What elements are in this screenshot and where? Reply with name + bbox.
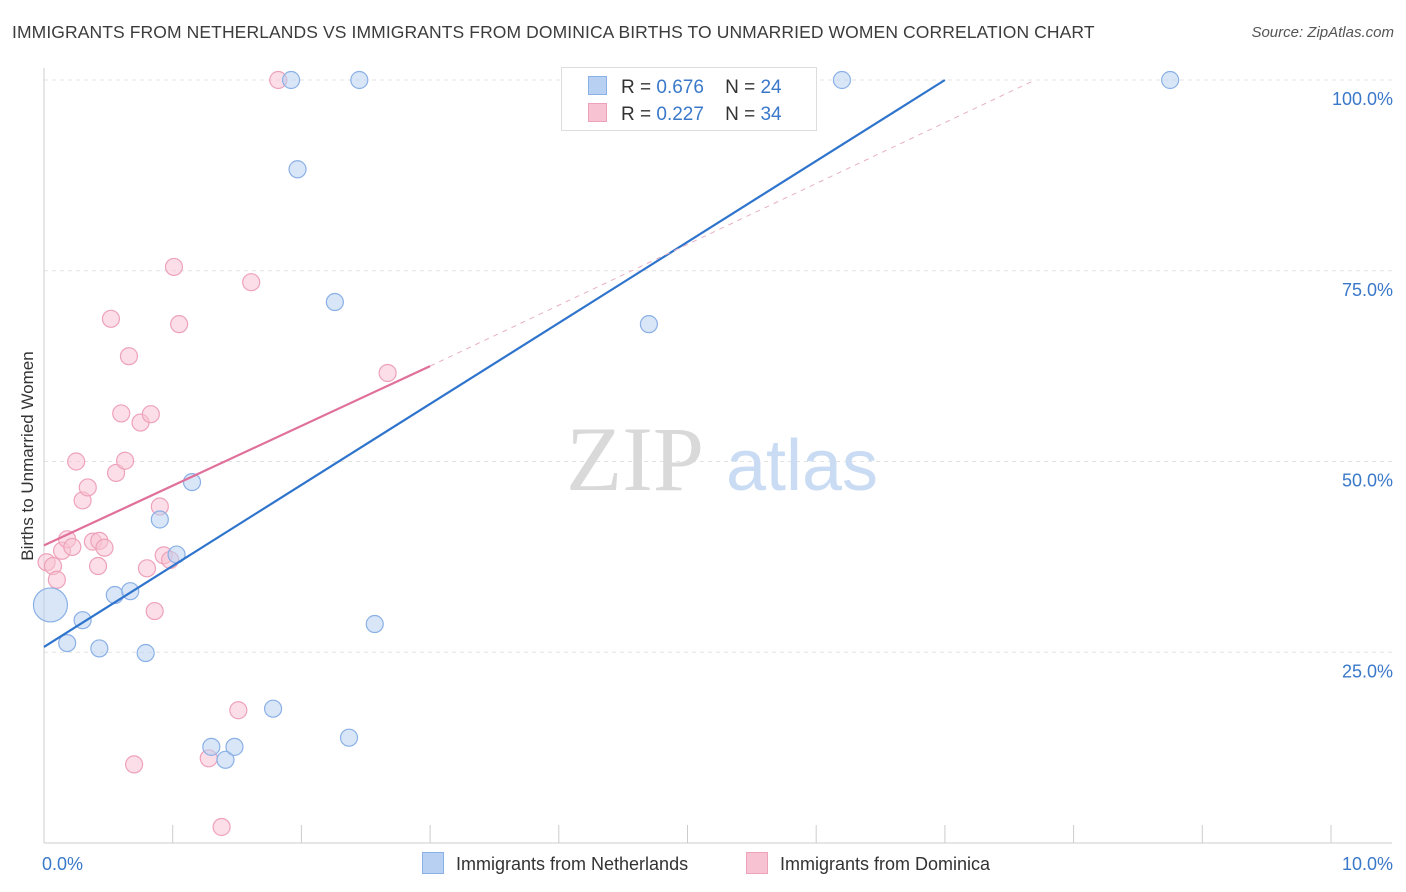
legend-n-label: N = [725, 77, 756, 98]
legend-row-netherlands: R = 0.676 N = 24 [588, 76, 782, 98]
y-axis-label: Births to Unmarried Women [18, 351, 37, 561]
dominica-point [164, 257, 184, 277]
netherlands-point [365, 614, 384, 634]
dominica-point [212, 817, 231, 837]
dominica-trend-line [43, 365, 431, 547]
legend-n-label: N = [725, 104, 756, 125]
netherlands-point [263, 699, 283, 718]
legend-r-label: R = [621, 104, 652, 125]
stats-legend: R = 0.676 N = 24 R = 0.227 N = 34 [561, 67, 817, 131]
netherlands-point [58, 633, 77, 653]
netherlands-trend-line [43, 79, 946, 648]
dominica-point [137, 559, 157, 578]
source-label: Source: ZipAtlas.com [1251, 24, 1394, 41]
dominica-point [115, 451, 135, 470]
netherlands-legend-label: Immigrants from Netherlands [456, 854, 689, 874]
netherlands-point [325, 292, 344, 312]
netherlands-point [288, 160, 307, 179]
watermark-atlas: atlas [726, 426, 878, 506]
netherlands-point [339, 728, 359, 747]
trend-lines [43, 79, 1036, 648]
chart-title: IMMIGRANTS FROM NETHERLANDS VS IMMIGRANT… [12, 22, 1095, 42]
gridlines [44, 79, 1392, 653]
y-tick-label: 50.0% [1342, 471, 1393, 491]
y-tick-label: 100.0% [1332, 89, 1393, 109]
netherlands-point [32, 587, 69, 623]
netherlands-point [639, 315, 658, 334]
netherlands-points [32, 70, 1180, 769]
netherlands-point [1161, 70, 1180, 90]
watermark: ZIP atlas [566, 408, 878, 510]
y-tick-label: 75.0% [1342, 280, 1393, 300]
dominica-point [78, 478, 97, 497]
dominica-point [106, 463, 126, 483]
dominica-trend-line-extension [429, 79, 1036, 367]
x-tick-label: 10.0% [1342, 854, 1393, 874]
netherlands-point [216, 750, 235, 769]
dominica-point [145, 601, 164, 621]
netherlands-point [202, 737, 221, 756]
tick-labels: 25.0% 50.0% 75.0% 100.0% 0.0% 10.0% [42, 89, 1393, 874]
dominica-point [119, 347, 139, 366]
legend-r-label: R = [621, 77, 652, 98]
x-tick-label: 0.0% [42, 854, 83, 874]
netherlands-swatch [588, 76, 607, 95]
netherlands-point [350, 70, 369, 90]
netherlands-point [105, 585, 124, 605]
legend-r-value-netherlands: 0.676 [656, 77, 704, 98]
watermark-zip: ZIP [566, 408, 704, 510]
legend-n-value-netherlands: 24 [760, 77, 782, 98]
dominica-point [67, 452, 86, 471]
dominica-point [170, 315, 189, 334]
dominica-point [229, 701, 248, 720]
dominica-point [101, 309, 121, 328]
netherlands-point [225, 737, 244, 756]
netherlands-legend-swatch [422, 852, 444, 874]
legend-row-dominica: R = 0.227 N = 34 [588, 103, 782, 125]
dominica-point [124, 755, 144, 774]
netherlands-point [90, 639, 109, 658]
axes [43, 68, 1392, 844]
dominica-point [378, 363, 397, 383]
netherlands-point [282, 70, 301, 90]
bottom-legend-dominica: Immigrants from Dominica [746, 852, 990, 875]
dominica-point [63, 537, 82, 557]
dominica-point [242, 273, 261, 292]
dominica-point [112, 404, 131, 423]
dominica-point [47, 570, 66, 589]
netherlands-point [832, 70, 852, 90]
dominica-legend-swatch [746, 852, 768, 874]
dominica-point [95, 538, 114, 557]
dominica-point [88, 556, 108, 576]
netherlands-point [136, 643, 155, 663]
dominica-point [141, 405, 160, 424]
bottom-legend-netherlands: Immigrants from Netherlands [422, 852, 688, 875]
legend-r-value-dominica: 0.227 [656, 104, 704, 125]
dominica-swatch [588, 103, 607, 122]
dominica-legend-label: Immigrants from Dominica [780, 854, 991, 874]
netherlands-point [150, 510, 169, 529]
y-tick-label: 25.0% [1342, 661, 1393, 681]
dominica-points [37, 70, 397, 837]
legend-n-value-dominica: 34 [760, 104, 782, 125]
